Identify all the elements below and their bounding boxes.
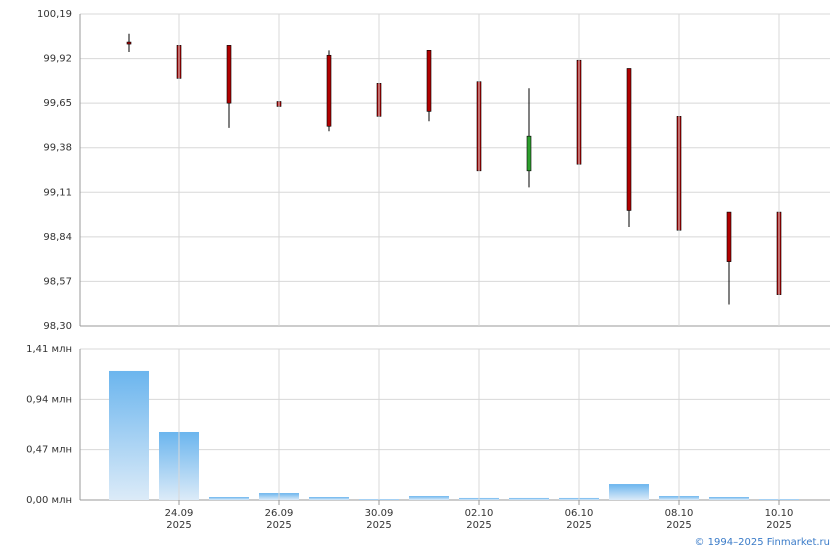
candle-body	[426, 50, 432, 112]
volume-bar	[309, 497, 349, 500]
volume-bar	[109, 370, 149, 500]
y-tick-label: 0,00 млн	[26, 495, 72, 506]
x-tick-label: 2025	[666, 520, 691, 531]
y-tick-label: 98,57	[43, 276, 72, 287]
x-tick-label: 26.09	[265, 508, 294, 519]
volume-bar	[509, 497, 549, 500]
copyright[interactable]: © 1994–2025 Finmarket.ru	[694, 537, 830, 548]
candle-body	[226, 45, 232, 104]
y-tick-label: 99,65	[43, 98, 72, 109]
x-tick-label: 08.10	[665, 508, 694, 519]
y-tick-label: 98,30	[43, 321, 72, 332]
candle-body	[626, 68, 632, 211]
volume-bar	[209, 497, 249, 500]
volume-bar	[709, 497, 749, 500]
candle-body	[526, 135, 532, 172]
x-tick-label: 2025	[166, 520, 191, 531]
y-tick-label: 100,19	[37, 9, 72, 20]
x-tick-label: 30.09	[365, 508, 394, 519]
y-tick-label: 1,41 млн	[26, 344, 72, 355]
volume-bar	[609, 484, 649, 500]
x-tick-label: 2025	[366, 520, 391, 531]
x-tick-label: 2025	[766, 520, 791, 531]
x-tick-label: 02.10	[465, 508, 494, 519]
candle-body	[726, 211, 732, 262]
y-tick-label: 99,92	[43, 54, 72, 65]
candle-body	[126, 41, 132, 45]
x-tick-label: 06.10	[565, 508, 594, 519]
x-tick-label: 2025	[566, 520, 591, 531]
candle-body	[326, 54, 332, 127]
y-tick-label: 99,38	[43, 143, 72, 154]
x-tick-label: 2025	[266, 520, 291, 531]
y-tick-label: 0,47 млн	[26, 445, 72, 456]
x-tick-label: 2025	[466, 520, 491, 531]
y-tick-label: 0,94 млн	[26, 394, 72, 405]
y-tick-label: 99,11	[43, 187, 72, 198]
x-tick-label: 10.10	[765, 508, 794, 519]
x-tick-label: 24.09	[165, 508, 194, 519]
y-tick-label: 98,84	[43, 232, 72, 243]
volume-bar	[409, 496, 449, 500]
